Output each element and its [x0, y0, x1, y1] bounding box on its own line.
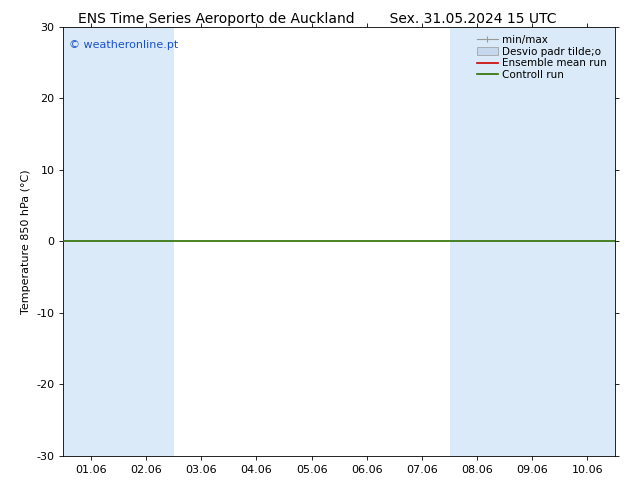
Bar — [63, 27, 119, 456]
Legend: min/max, Desvio padr tilde;o, Ensemble mean run, Controll run: min/max, Desvio padr tilde;o, Ensemble m… — [474, 32, 610, 83]
Bar — [450, 27, 505, 456]
Text: © weatheronline.pt: © weatheronline.pt — [69, 40, 178, 50]
Y-axis label: Temperature 850 hPa (°C): Temperature 850 hPa (°C) — [21, 169, 30, 314]
Bar — [560, 27, 615, 456]
Bar — [119, 27, 174, 456]
Text: ENS Time Series Aeroporto de Auckland        Sex. 31.05.2024 15 UTC: ENS Time Series Aeroporto de Auckland Se… — [78, 12, 556, 26]
Bar — [505, 27, 560, 456]
